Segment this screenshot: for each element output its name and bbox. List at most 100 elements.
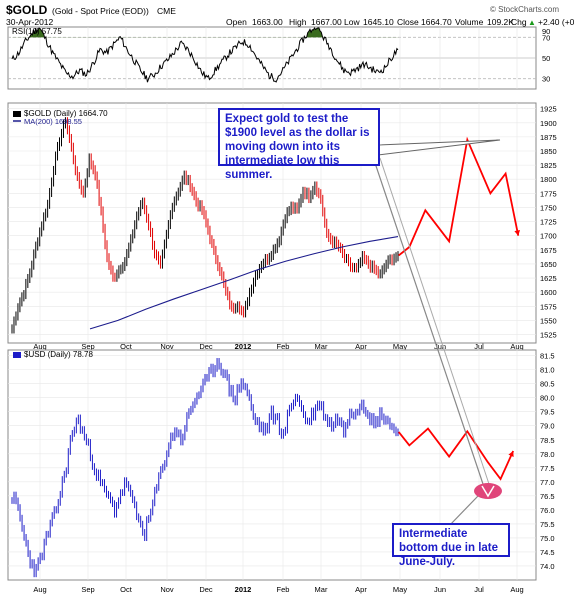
rsi-y-tick-label: 50 bbox=[542, 54, 550, 63]
gold-y-tick-label: 1800 bbox=[540, 175, 557, 184]
usd-x-tick-label: Aug bbox=[33, 585, 46, 594]
usd-x-tick-label: Apr bbox=[355, 585, 367, 594]
usd-y-tick-label: 75.0 bbox=[540, 534, 555, 543]
gold-y-tick-label: 1700 bbox=[540, 232, 557, 241]
usd-y-tick-label: 79.5 bbox=[540, 408, 555, 417]
usd-y-tick-label: 74.5 bbox=[540, 548, 555, 557]
close-value: 1664.70 bbox=[421, 17, 452, 27]
gold-x-tick-label: Nov bbox=[160, 342, 174, 351]
gold-y-tick-label: 1600 bbox=[540, 288, 557, 297]
gold-y-tick-label: 1900 bbox=[540, 119, 557, 128]
open-label: Open bbox=[226, 17, 247, 27]
gold-y-tick-label: 1575 bbox=[540, 302, 557, 311]
usd-x-tick-label: Oct bbox=[120, 585, 133, 594]
gold-x-tick-label: Dec bbox=[199, 342, 213, 351]
gold-x-tick-label: Jul bbox=[474, 342, 484, 351]
gold-y-tick-label: 1925 bbox=[540, 105, 557, 114]
gold-x-tick-label: May bbox=[393, 342, 407, 351]
target-check-icon bbox=[481, 485, 495, 498]
volume-value: 109.2K bbox=[487, 17, 514, 27]
usd-projection-line bbox=[397, 427, 515, 481]
gold-y-tick-label: 1675 bbox=[540, 246, 557, 255]
gold-y-tick-label: 1550 bbox=[540, 316, 557, 325]
ma-label: MA(200) 1698.55 bbox=[24, 117, 82, 126]
gold-x-tick-label: Aug bbox=[510, 342, 523, 351]
usd-x-tick-label: Feb bbox=[277, 585, 290, 594]
usd-legend-swatch bbox=[13, 352, 21, 358]
usd-projection-arrowhead bbox=[508, 450, 514, 457]
usd-label: $USD (Daily) 78.78 bbox=[24, 350, 93, 359]
connector-line bbox=[373, 159, 485, 488]
usd-bottom-note: Intermediate bottom due in late June-Jul… bbox=[392, 523, 510, 568]
usd-y-tick-label: 77.5 bbox=[540, 464, 555, 473]
header-name: (Gold - Spot Price (EOD)) bbox=[52, 6, 149, 16]
gold-y-tick-label: 1525 bbox=[540, 331, 557, 340]
usd-x-tick-label: Aug bbox=[510, 585, 523, 594]
usd-y-tick-label: 80.0 bbox=[540, 394, 555, 403]
header-symbol: $GOLD bbox=[6, 3, 48, 17]
volume-label: Volume bbox=[455, 17, 484, 27]
usd-y-tick-label: 76.5 bbox=[540, 492, 555, 501]
gold-y-tick-label: 1725 bbox=[540, 218, 557, 227]
target-ellipse bbox=[474, 483, 502, 499]
usd-x-tick-label: Sep bbox=[81, 585, 94, 594]
gold-x-tick-label: Aug bbox=[33, 342, 46, 351]
usd-y-tick-label: 75.5 bbox=[540, 520, 555, 529]
usd-x-tick-label: Dec bbox=[199, 585, 213, 594]
open-value: 1663.00 bbox=[252, 17, 283, 27]
header-date: 30-Apr-2012 bbox=[6, 17, 54, 27]
gold-x-tick-label: Apr bbox=[355, 342, 367, 351]
rsi-y-tick-label: 90 bbox=[542, 27, 550, 36]
rsi-line bbox=[11, 27, 399, 83]
usd-y-tick-label: 80.5 bbox=[540, 380, 555, 389]
gold-x-tick-label: Feb bbox=[277, 342, 290, 351]
gold-y-tick-label: 1625 bbox=[540, 274, 557, 283]
high-label: High bbox=[289, 17, 307, 27]
low-value: 1645.10 bbox=[363, 17, 394, 27]
chart-header: $GOLD (Gold - Spot Price (EOD)) CME 30-A… bbox=[6, 3, 575, 27]
gold-x-tick-label: Sep bbox=[81, 342, 94, 351]
chg-label: Chg bbox=[511, 17, 527, 27]
gold-y-tick-label: 1775 bbox=[540, 189, 557, 198]
gold-y-tick-label: 1650 bbox=[540, 260, 557, 269]
usd-y-tick-label: 74.0 bbox=[540, 562, 555, 571]
ma200-line bbox=[89, 235, 399, 330]
gold-projection-line bbox=[398, 136, 520, 257]
high-value: 1667.00 bbox=[311, 17, 342, 27]
bottom-callout-connector bbox=[447, 495, 479, 528]
usd-x-tick-label: May bbox=[393, 585, 407, 594]
usd-x-tick-label: Jun bbox=[434, 585, 446, 594]
connector-line-shadow bbox=[379, 157, 491, 488]
header-exchange: CME bbox=[157, 6, 176, 16]
usd-x-tick-label: Mar bbox=[315, 585, 328, 594]
gold-y-tick-label: 1825 bbox=[540, 161, 557, 170]
usd-y-tick-label: 76.0 bbox=[540, 506, 555, 515]
usd-y-tick-label: 81.5 bbox=[540, 352, 555, 361]
gold-y-tick-label: 1875 bbox=[540, 133, 557, 142]
gold-y-tick-label: 1750 bbox=[540, 203, 557, 212]
usd-x-tick-label: 2012 bbox=[235, 585, 252, 594]
chg-value: +2.40 (+0.14%) bbox=[538, 17, 575, 27]
rsi-overbought-fill bbox=[12, 28, 398, 38]
gold-x-tick-label: Jun bbox=[434, 342, 446, 351]
gold-legend-swatch bbox=[13, 111, 21, 117]
gold-projection-arrowhead bbox=[514, 229, 521, 236]
stockcharts-brand: © StockCharts.com bbox=[490, 5, 559, 14]
rsi-y-tick-label: 70 bbox=[542, 33, 550, 42]
gold-x-tick-label: 2012 bbox=[235, 342, 252, 351]
usd-panel: 74.0 74.5 75.0 75.5 76.0 76.5 77.0 77.5 78.0 78.5… bbox=[7, 349, 555, 594]
usd-x-tick-label: Jul bbox=[474, 585, 484, 594]
close-label: Close bbox=[397, 17, 419, 27]
gold-y-tick-label: 1850 bbox=[540, 147, 557, 156]
rsi-y-tick-label: 30 bbox=[542, 75, 550, 84]
usd-x-tick-label: Nov bbox=[160, 585, 174, 594]
up-arrow-icon: ▲ bbox=[528, 18, 536, 27]
gold-x-tick-label: Oct bbox=[120, 342, 133, 351]
annotation-connectors bbox=[373, 139, 502, 528]
usd-y-tick-label: 81.0 bbox=[540, 366, 555, 375]
gold-x-tick-label: Mar bbox=[315, 342, 328, 351]
gold-label: $GOLD (Daily) 1664.70 bbox=[24, 109, 108, 118]
usd-y-tick-label: 78.0 bbox=[540, 450, 555, 459]
